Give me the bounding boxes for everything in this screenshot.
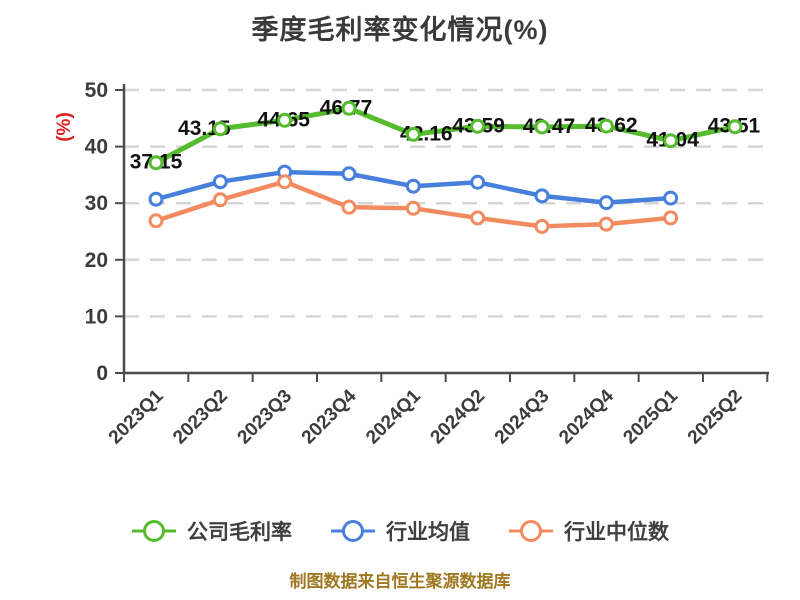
y-tick-label: 20 <box>85 249 108 272</box>
x-tick-label: 2024Q1 <box>362 385 425 448</box>
legend-label: 公司毛利率 <box>187 521 292 544</box>
x-tick-label: 2023Q2 <box>169 386 232 449</box>
data-point-industry-average <box>598 195 614 211</box>
series-line-company-gross-margin <box>153 105 738 166</box>
data-point-industry-median <box>277 174 293 190</box>
data-point-industry-average <box>405 178 421 194</box>
x-tick-label: 2023Q4 <box>298 385 361 448</box>
data-point-company-gross-margin <box>148 155 164 171</box>
data-point-industry-median <box>212 192 228 208</box>
y-tick-label: 10 <box>85 305 108 328</box>
data-point-company-gross-margin <box>470 118 486 134</box>
legend-item-industry-average[interactable]: 行业均值 <box>330 516 470 546</box>
data-point-industry-median <box>148 213 164 229</box>
data-point-industry-median <box>341 199 357 215</box>
legend-marker-icon <box>331 520 375 542</box>
legend: 公司毛利率 行业均值 行业中位数 <box>0 516 800 546</box>
legend-marker-icon <box>132 520 176 542</box>
chart-title: 季度毛利率变化情况(%) <box>251 15 549 45</box>
y-tick-label: 40 <box>85 136 108 159</box>
data-point-company-gross-margin <box>598 118 614 134</box>
data-point-company-gross-margin <box>341 100 357 116</box>
data-point-industry-median <box>405 200 421 216</box>
data-source-note: 制图数据来自恒生聚源数据库 <box>289 572 511 591</box>
x-tick-label: 2024Q2 <box>427 386 490 449</box>
x-tick-label: 2024Q4 <box>555 385 618 448</box>
data-point-industry-average <box>663 190 679 206</box>
data-point-industry-median <box>598 216 614 232</box>
legend-marker-icon <box>509 520 553 542</box>
x-tick-label: 2025Q1 <box>620 385 683 448</box>
y-tick-label: 30 <box>85 192 108 215</box>
y-tick-label: 0 <box>96 362 108 385</box>
x-tick-label: 2023Q3 <box>234 386 297 449</box>
legend-item-industry-median[interactable]: 行业中位数 <box>508 516 669 546</box>
x-tick-label: 2023Q1 <box>105 385 168 448</box>
data-point-industry-median <box>663 210 679 226</box>
data-point-industry-median <box>470 210 486 226</box>
data-point-company-gross-margin <box>405 126 421 142</box>
data-point-company-gross-margin <box>277 112 293 128</box>
data-point-industry-average <box>148 191 164 207</box>
data-point-industry-average <box>534 188 550 204</box>
data-point-company-gross-margin <box>727 119 743 135</box>
legend-label: 行业均值 <box>386 521 470 544</box>
legend-item-company-gross-margin[interactable]: 公司毛利率 <box>131 516 292 546</box>
data-point-industry-average <box>212 174 228 190</box>
legend-label: 行业中位数 <box>564 521 669 544</box>
data-point-industry-average <box>341 166 357 182</box>
data-point-company-gross-margin <box>663 133 679 149</box>
data-point-industry-average <box>470 174 486 190</box>
data-point-company-gross-margin <box>534 119 550 135</box>
x-tick-label: 2025Q2 <box>684 386 747 449</box>
data-point-industry-median <box>534 218 550 234</box>
data-point-company-gross-margin <box>212 121 228 137</box>
x-tick-label: 2024Q3 <box>491 386 554 449</box>
y-tick-label: 50 <box>85 79 108 102</box>
